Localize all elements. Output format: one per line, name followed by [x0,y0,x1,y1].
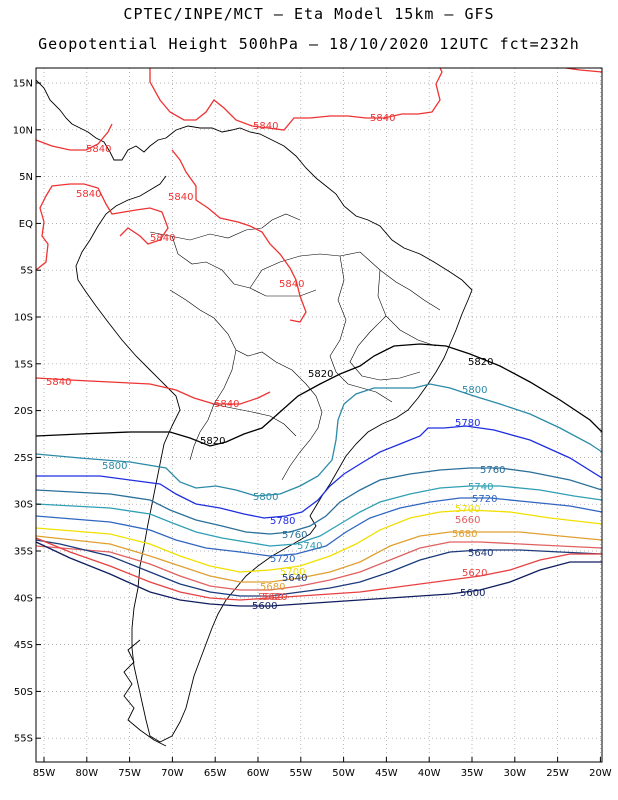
lat-lon-grid [36,68,602,762]
contour-label: 5700 [455,504,480,515]
lat-tick-label: 10N [13,125,33,136]
contour-5780 [36,425,602,519]
lat-tick-label: 25S [14,453,33,464]
contour-5840-e [36,377,271,405]
contour-label: 5680 [260,582,285,593]
contour-5840-b [36,123,113,151]
contour-label: 5740 [297,541,322,552]
latitude-tick-labels: 15N 10N 5N EQ 5S 10S 15S 20S 25S 30S 35S 40S 45S 50S 5… [13,79,41,745]
contour-label: 5620 [262,592,287,603]
contour-label: 5760 [480,465,505,476]
lon-tick-label: 30W [503,768,526,779]
lat-tick-label: 30S [14,500,33,511]
lat-tick-label: 5S [20,266,33,277]
contour-label: 5640 [468,548,493,559]
lon-tick-label: 55W [289,768,312,779]
contour-label: 5740 [468,482,493,493]
contour-5600 [36,541,602,607]
contour-label: 5840 [46,377,71,388]
contour-label: 5840 [86,144,111,155]
lat-tick-label: 15S [14,359,33,370]
coastline-chile-islands [123,639,167,747]
lat-tick-label: EQ [19,219,33,230]
contour-5740 [36,485,602,547]
contour-label: 5840 [150,233,175,244]
contour-5660 [36,541,602,591]
lon-tick-label: 50W [332,768,355,779]
lat-tick-label: 45S [14,640,33,651]
contour-label: 5660 [258,592,283,603]
contour-label: 5820 [308,369,333,380]
contour-5840-f [530,68,602,73]
contour-5840-d [171,149,307,323]
contour-label: 5600 [460,588,485,599]
contour-label: 5720 [270,554,295,565]
lon-tick-label: 70W [161,768,184,779]
contour-label: 5600 [252,601,277,612]
lat-tick-label: 40S [14,593,33,604]
contour-5840-c [149,68,443,131]
lon-tick-label: 35W [461,768,484,779]
contour-label: 5840 [370,113,395,124]
contour-5680 [36,531,602,583]
lat-tick-label: 5N [19,172,33,183]
lat-tick-label: 20S [14,406,33,417]
contour-label: 5800 [102,461,127,472]
contour-label: 5800 [462,385,487,396]
lat-tick-label: 10S [14,313,33,324]
lon-tick-label: 65W [204,768,227,779]
title-line-2: Geopotential Height 500hPa – 18/10/2020 … [38,35,580,53]
contour-label: 5700 [280,567,305,578]
contour-5640 [36,539,602,597]
lon-tick-label: 75W [118,768,141,779]
title-line-1: CPTEC/INPE/MCT – Eta Model 15km – GFS [123,5,495,23]
contour-label: 5840 [76,189,101,200]
contour-5620 [36,537,602,601]
contour-5820 [36,343,602,447]
lon-tick-label: 45W [375,768,398,779]
contour-5700 [36,509,602,573]
lat-tick-label: 15N [13,79,33,90]
contour-5760 [36,467,602,535]
lon-tick-label: 20W [589,768,612,779]
contour-5840-a [36,183,169,271]
contour-label: 5840 [168,192,193,203]
contour-labels: 5840 5840 5840 5840 5840 5840 5840 5840 … [46,113,505,612]
contour-label: 5800 [253,492,278,503]
internal-borders [149,213,441,481]
contour-label: 5820 [468,357,493,368]
contour-label: 5760 [282,530,307,541]
contour-label: 5840 [253,121,278,132]
lat-tick-label: 55S [14,734,33,745]
contour-5800 [36,383,602,497]
longitude-tick-labels: 85W 80W 75W 70W 65W 60W 55W 50W 45W 40W 35W 30W 25W 2… [33,757,612,779]
lat-tick-label: 35S [14,547,33,558]
contour-5720 [36,497,602,557]
lon-tick-label: 60W [247,768,270,779]
contour-label: 5620 [462,568,487,579]
contour-label: 5840 [279,279,304,290]
lon-tick-label: 40W [418,768,441,779]
contour-label: 5840 [214,399,239,410]
lat-tick-label: 50S [14,687,33,698]
lon-tick-label: 80W [75,768,98,779]
contour-label: 5720 [472,494,497,505]
lon-tick-label: 85W [33,768,56,779]
contour-label: 5780 [455,418,480,429]
lon-tick-label: 25W [546,768,569,779]
coastline-central-america [36,79,167,161]
coastline-caribbean [75,125,473,743]
contour-label: 5660 [455,515,480,526]
map-frame [35,67,603,763]
contour-label: 5680 [452,529,477,540]
contour-label: 5820 [200,436,225,447]
contour-label: 5780 [270,516,295,527]
contour-label: 5640 [282,573,307,584]
